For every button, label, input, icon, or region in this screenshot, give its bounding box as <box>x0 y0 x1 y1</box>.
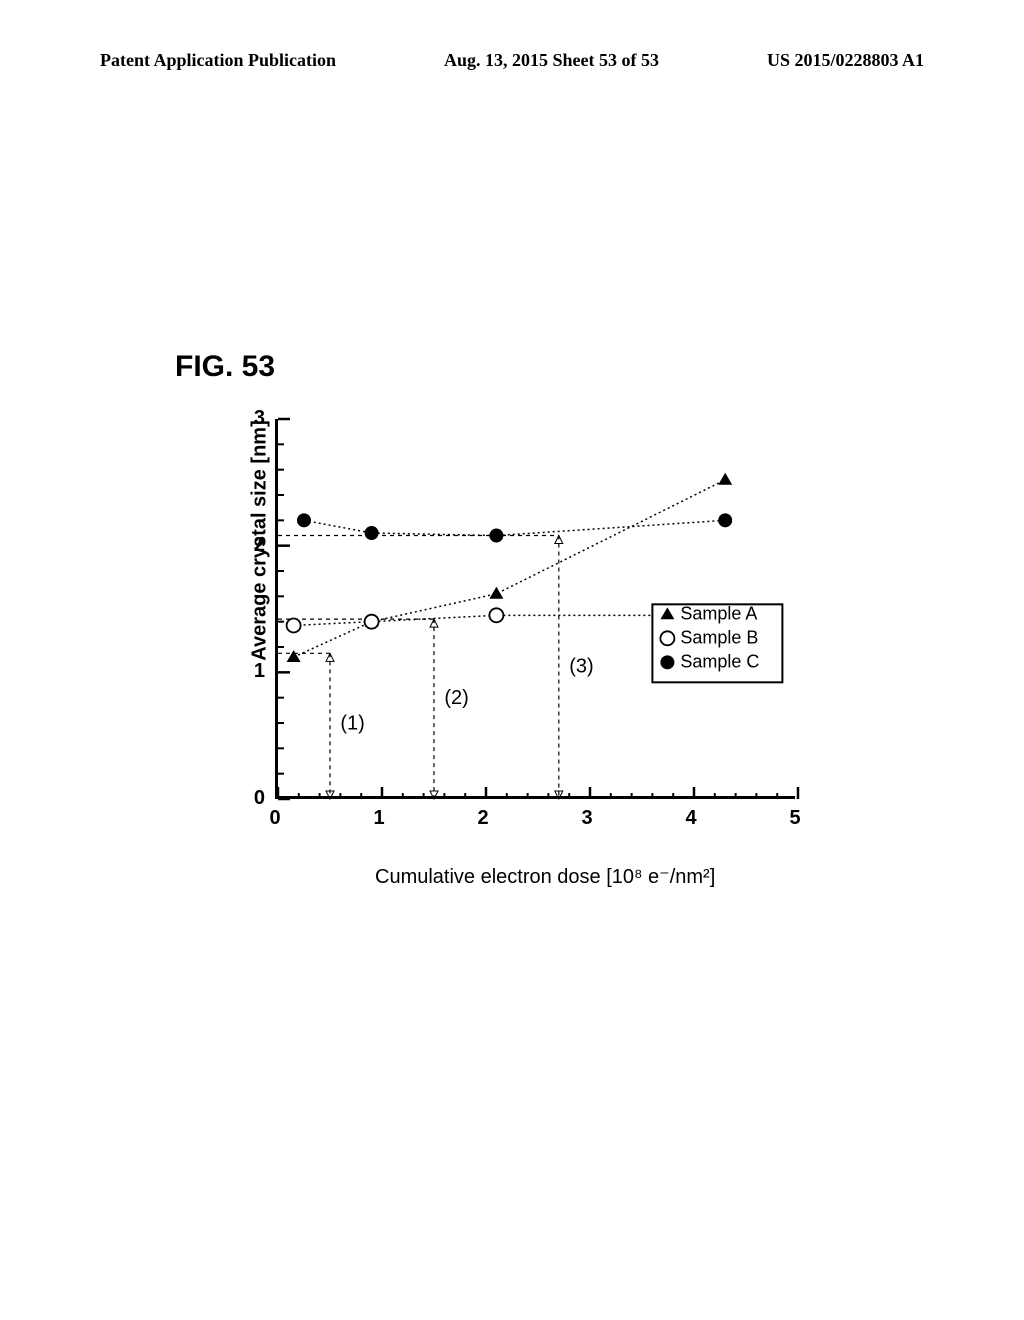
svg-text:(1): (1) <box>340 712 364 734</box>
header-right: US 2015/0228803 A1 <box>767 50 924 71</box>
svg-text:Sample C: Sample C <box>680 651 759 671</box>
y-tick-label: 1 <box>235 660 265 683</box>
x-tick-label: 4 <box>681 807 701 830</box>
svg-text:Sample B: Sample B <box>680 627 758 647</box>
svg-text:Sample A: Sample A <box>680 603 757 623</box>
svg-text:(2): (2) <box>444 687 468 709</box>
x-tick-label: 0 <box>265 807 285 830</box>
plot-svg: (1) (2) (3) Sample A Sample B Sample C <box>273 414 803 804</box>
figure-title: FIG. 53 <box>175 350 855 384</box>
figure-container: FIG. 53 Average crystal size [nm] (1)(2)… <box>175 350 855 879</box>
header-center: Aug. 13, 2015 Sheet 53 of 53 <box>444 50 659 71</box>
plot-area: (1) (2) (3) Sample A Sample B Sample C <box>275 419 795 799</box>
x-tick-label: 5 <box>785 807 805 830</box>
x-tick-label: 1 <box>369 807 389 830</box>
svg-text:(3): (3) <box>569 655 593 677</box>
x-tick-label: 3 <box>577 807 597 830</box>
y-tick-label: 3 <box>235 407 265 430</box>
y-tick-label: 2 <box>235 534 265 557</box>
header-left: Patent Application Publication <box>100 50 336 71</box>
chart: Average crystal size [nm] (1)(2)(3)Sampl… <box>175 399 815 879</box>
x-axis-label: Cumulative electron dose [10⁸ e⁻/nm²] <box>375 864 715 889</box>
page-header: Patent Application Publication Aug. 13, … <box>0 0 1024 71</box>
x-tick-label: 2 <box>473 807 493 830</box>
y-tick-label: 0 <box>235 787 265 810</box>
